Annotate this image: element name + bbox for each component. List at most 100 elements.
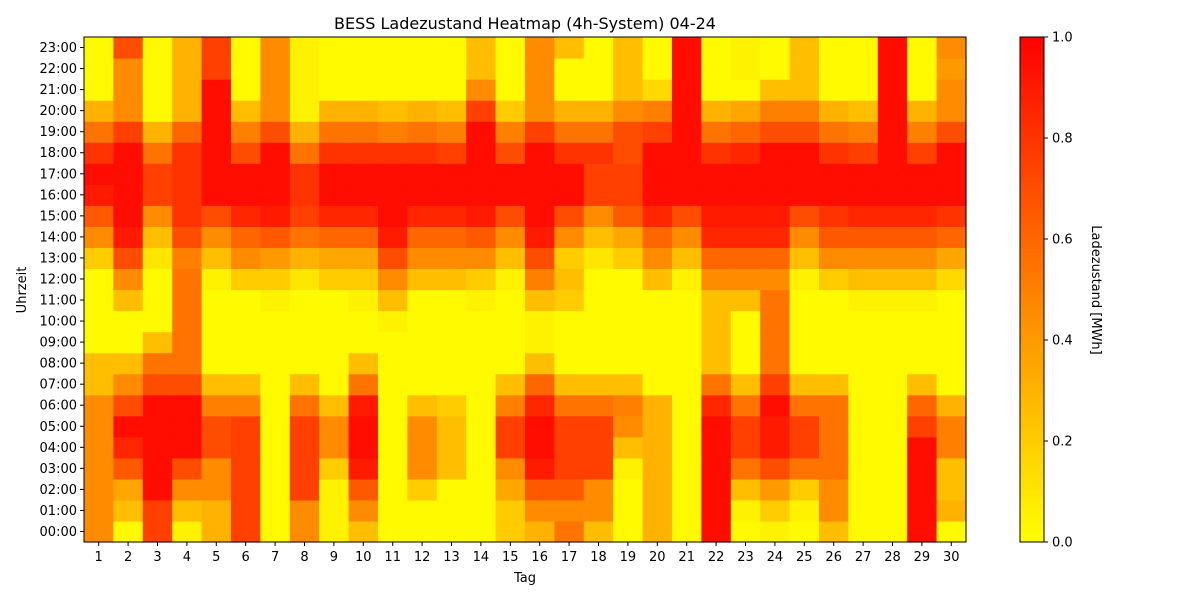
heatmap-cell	[907, 373, 938, 396]
heatmap-cell	[642, 457, 673, 480]
heatmap-cell	[554, 499, 585, 522]
heatmap-cell	[936, 352, 967, 375]
heatmap-cell	[613, 457, 644, 480]
heatmap-cell	[789, 58, 820, 80]
heatmap-cell	[466, 436, 497, 459]
heatmap-cell	[466, 394, 497, 417]
heatmap-cell	[760, 415, 791, 438]
heatmap-cell	[613, 520, 644, 543]
heatmap-cell	[466, 142, 497, 164]
heatmap-cell	[642, 268, 673, 291]
heatmap-cell	[466, 373, 497, 396]
heatmap-cell	[907, 142, 938, 164]
heatmap-cell	[142, 352, 173, 375]
heatmap-cell	[289, 331, 320, 354]
heatmap-cell	[319, 226, 350, 249]
heatmap-cell	[495, 394, 526, 417]
heatmap-cell	[260, 352, 291, 375]
heatmap-cell	[613, 373, 644, 396]
heatmap-cell	[201, 58, 232, 80]
heatmap-cell	[613, 415, 644, 438]
heatmap-cell	[84, 142, 114, 164]
heatmap-cell	[672, 100, 702, 122]
colorbar-tick-label: 0.6	[1052, 233, 1073, 248]
heatmap-cell	[142, 310, 173, 333]
heatmap-cell	[319, 520, 350, 543]
heatmap-cell	[289, 499, 320, 522]
heatmap-cell	[848, 58, 879, 80]
heatmap-cell	[672, 373, 702, 396]
heatmap-cell	[936, 226, 967, 249]
heatmap-cell	[554, 394, 585, 417]
heatmap-cell	[613, 289, 644, 312]
heatmap-cell	[113, 58, 144, 80]
heatmap-cell	[672, 331, 702, 354]
heatmap-cell	[113, 142, 144, 164]
heatmap-cell	[672, 289, 702, 312]
heatmap-cell	[495, 226, 526, 249]
heatmap-cell	[142, 520, 173, 543]
y-tick-label: 18:00	[40, 146, 77, 161]
heatmap-cell	[672, 79, 702, 101]
heatmap-cell	[113, 373, 144, 396]
heatmap-cell	[819, 352, 849, 375]
heatmap-cell	[936, 394, 967, 417]
heatmap-cell	[201, 436, 232, 459]
y-tick-label: 08:00	[40, 357, 77, 372]
heatmap-cell	[936, 436, 967, 459]
heatmap-cell	[525, 121, 555, 143]
heatmap-cell	[260, 58, 291, 80]
heatmap-cell	[319, 289, 350, 312]
heatmap-cell	[760, 352, 791, 375]
heatmap-cell	[113, 310, 144, 333]
heatmap-cell	[407, 37, 438, 59]
heatmap-cell	[84, 352, 114, 375]
heatmap-cell	[201, 520, 232, 543]
heatmap-cell	[84, 478, 114, 501]
heatmap-cell	[289, 415, 320, 438]
heatmap-cell	[113, 100, 144, 122]
heatmap-cell	[436, 100, 467, 122]
heatmap-cell	[142, 100, 173, 122]
heatmap-cell	[877, 226, 908, 249]
heatmap-cell	[172, 373, 203, 396]
heatmap-cell	[760, 37, 791, 59]
heatmap-cell	[789, 499, 820, 522]
heatmap-cell	[848, 520, 879, 543]
heatmap-cell	[642, 373, 673, 396]
heatmap-cell	[730, 37, 761, 59]
heatmap-cell	[701, 478, 732, 501]
heatmap-cell	[701, 394, 732, 417]
heatmap-cell	[231, 142, 261, 164]
heatmap-cell	[348, 226, 379, 249]
heatmap-cell	[407, 436, 438, 459]
heatmap-cell	[672, 457, 702, 480]
heatmap-cell	[172, 121, 203, 143]
heatmap-cell	[289, 121, 320, 143]
heatmap-cell	[172, 58, 203, 80]
heatmap-cell	[819, 226, 849, 249]
heatmap-cell	[436, 58, 467, 80]
heatmap-cell	[642, 205, 673, 227]
heatmap-cell	[260, 184, 291, 206]
heatmap-cell	[583, 499, 614, 522]
x-tick-label: 30	[943, 550, 960, 565]
heatmap-cell	[172, 184, 203, 206]
heatmap-cell	[231, 373, 261, 396]
heatmap-cell	[142, 37, 173, 59]
heatmap-cell	[525, 100, 555, 122]
heatmap-cell	[701, 499, 732, 522]
heatmap-cell	[348, 205, 379, 227]
heatmap-cell	[495, 352, 526, 375]
heatmap-cell	[642, 289, 673, 312]
heatmap-cell	[554, 268, 585, 291]
heatmap-cell	[554, 142, 585, 164]
heatmap-cell	[466, 121, 497, 143]
heatmap-cell	[789, 37, 820, 59]
heatmap-cell	[554, 520, 585, 543]
heatmap-cell	[848, 415, 879, 438]
heatmap-cell	[848, 268, 879, 291]
heatmap-cell	[348, 184, 379, 206]
heatmap-cell	[642, 520, 673, 543]
